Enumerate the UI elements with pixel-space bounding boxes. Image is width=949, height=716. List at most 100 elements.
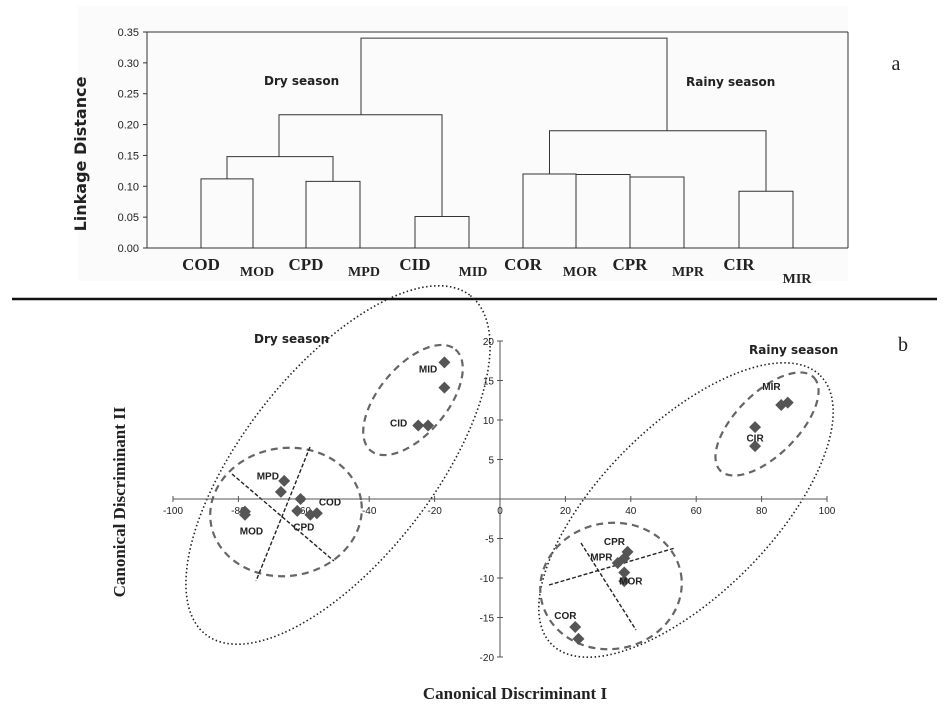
scatter-point — [569, 620, 582, 633]
scatter-x-tick-label: 100 — [819, 506, 836, 517]
scatter-y-tick-label: 10 — [483, 416, 495, 427]
dry-season-outer-ellipse — [185, 284, 491, 646]
scatter-point — [238, 508, 251, 521]
dendrogram-leaf-label-cpd: CPD — [289, 255, 324, 274]
scatter-point — [618, 575, 631, 588]
dendrogram-link — [549, 130, 767, 192]
dendrogram-leaf-label-cid: CID — [399, 255, 430, 274]
dendrogram-leaf-label-cpr: CPR — [613, 255, 649, 274]
scatter-x-tick-label: -100 — [163, 506, 183, 517]
dendrogram-y-tick-label: 0.10 — [118, 181, 139, 193]
scatter-point — [611, 556, 624, 569]
dendrogram-leaf-label-mod: MOD — [240, 265, 274, 280]
dendrogram-leaf-label-cir: CIR — [723, 255, 755, 274]
scatter-point-label-mir: MIR — [762, 382, 781, 393]
dendrogram-y-axis-label: Linkage Distance — [71, 76, 90, 231]
scatter-point-label-mpr: MPR — [590, 553, 613, 564]
scatter-y-tick-label: 20 — [483, 337, 495, 348]
dry-separation-line-2 — [255, 446, 311, 582]
dendrogram-y-tick-label: 0.35 — [118, 27, 139, 39]
scatter-point-label-cid: CID — [390, 418, 407, 429]
scatter-point — [749, 440, 762, 453]
scatter-points — [238, 356, 794, 645]
dry-ci-mi-cluster-ellipse — [362, 343, 464, 457]
scatter-point — [749, 421, 762, 434]
scatter-y-tick-label: 5 — [488, 456, 494, 467]
scatter-point-label-cpd: CPD — [293, 523, 314, 534]
scatter-dry-season-label: Dry season — [254, 332, 329, 346]
scatter-y-axis-label: Canonical Discriminant II — [110, 406, 129, 597]
rainy-separation-line-2 — [580, 542, 637, 631]
rainy-season-outer-ellipse — [538, 362, 834, 658]
dendrogram-leaf-label-mid: MID — [459, 265, 488, 280]
scatter-rainy-season-label: Rainy season — [749, 343, 838, 357]
scatter-point — [294, 493, 307, 505]
dendrogram-y-axis: 0.00 0.05 0.10 0.15 0.20 0.25 0.30 0.35 — [118, 27, 849, 255]
scatter-panel: b Canonical Discriminant I Canonical Dis… — [110, 284, 908, 703]
scatter-point — [438, 356, 451, 369]
scatter-x-tick-label: -20 — [427, 506, 442, 517]
scatter-y-tick-label: -20 — [480, 653, 495, 664]
scatter-y-tick-label: -15 — [480, 614, 495, 625]
scatter-point-label-mod: MOD — [240, 527, 263, 538]
scatter-x-tick-label: 40 — [625, 506, 637, 517]
scatter-x-tick-label: 20 — [560, 506, 572, 517]
scatter-point — [274, 485, 287, 498]
dendrogram-y-tick-label: 0.15 — [118, 150, 139, 162]
dendrogram-link — [575, 174, 631, 248]
dendrogram-leaf-label-mir: MIR — [783, 272, 813, 287]
panel-label-b: b — [898, 334, 908, 356]
dendrogram-leaf-label-mpr: MPR — [672, 265, 705, 280]
dendrogram-y-tick-label: 0.05 — [118, 212, 139, 224]
dendrogram-link — [226, 156, 334, 182]
dry-co-mo-cp-mp-cluster-ellipse — [209, 446, 363, 578]
scatter-point-label-mor: MOR — [619, 576, 643, 587]
dendrogram-links — [200, 37, 794, 248]
scatter-point-label-mpd: MPD — [257, 471, 279, 482]
dendrogram-leaf-label-mpd: MPD — [348, 265, 380, 280]
dendrogram-panel: Linkage Distance a 0.000.050.100.150.200… — [71, 6, 901, 287]
scatter-y-tick-label: -5 — [485, 535, 494, 546]
rainy-co-mo-cp-mp-cluster-ellipse — [539, 521, 683, 651]
panel-label-a: a — [892, 53, 901, 75]
scatter-point — [618, 566, 631, 579]
scatter-point — [412, 419, 425, 432]
scatter-x-tick-label: -80 — [231, 506, 246, 517]
dendrogram-leaf-label-cor: COR — [504, 255, 543, 274]
scatter-point-label-cor: COR — [554, 611, 577, 622]
scatter-point — [572, 632, 585, 645]
scatter-x-tick-label: -60 — [297, 506, 312, 517]
dendrogram-rainy-season-label: Rainy season — [686, 75, 775, 89]
scatter-point-label-cpr: CPR — [604, 537, 626, 548]
dendrogram-y-tick-label: 0.30 — [118, 58, 139, 70]
scatter-y-tick-label: -10 — [480, 574, 495, 585]
rainy-ci-mi-cluster-ellipse — [714, 371, 820, 477]
scatter-point — [422, 419, 435, 432]
dendrogram-link — [360, 37, 668, 131]
scatter-y-tick-label: 15 — [483, 377, 495, 388]
cluster-outlines — [185, 284, 834, 658]
scatter-point — [291, 504, 304, 517]
scatter-point-labels: MID CID MPD COD MOD CPD MIR CIR CPR MPR MOR COR — [240, 365, 782, 622]
dendrogram-leaf-labels: COD MOD CPD MPD CID MID COR MOR CPR MPR CIR MIR — [182, 255, 812, 287]
scatter-point-label-cir: CIR — [746, 433, 764, 444]
scatter-axes: -100 -80 -60 -40 -20 0 20 40 60 80 100 -20 -15 -10 -5 5… — [163, 337, 836, 664]
scatter-point-label-cod: COD — [319, 497, 341, 508]
scatter-point — [310, 507, 323, 520]
scatter-point-label-mid: MID — [419, 365, 437, 376]
dendrogram-y-tick-label: 0.20 — [118, 120, 139, 132]
dendrogram-leaf-label-mor: MOR — [563, 265, 598, 280]
scatter-point — [278, 474, 291, 487]
scatter-x-tick-label: 80 — [756, 506, 768, 517]
rainy-separation-line-1 — [548, 547, 676, 586]
dendrogram-background — [78, 6, 848, 281]
dendrogram-y-tick-label: 0.25 — [118, 89, 139, 101]
dendrogram-leaf-label-cod: COD — [182, 255, 220, 274]
scatter-x-tick-label: -40 — [362, 506, 377, 517]
scatter-point — [781, 396, 794, 409]
dry-separation-line-1 — [231, 473, 335, 562]
scatter-point — [438, 381, 451, 394]
dendrogram-link — [629, 174, 685, 248]
scatter-x-tick-label: 0 — [497, 506, 503, 517]
scatter-x-axis-label: Canonical Discriminant I — [423, 684, 608, 703]
